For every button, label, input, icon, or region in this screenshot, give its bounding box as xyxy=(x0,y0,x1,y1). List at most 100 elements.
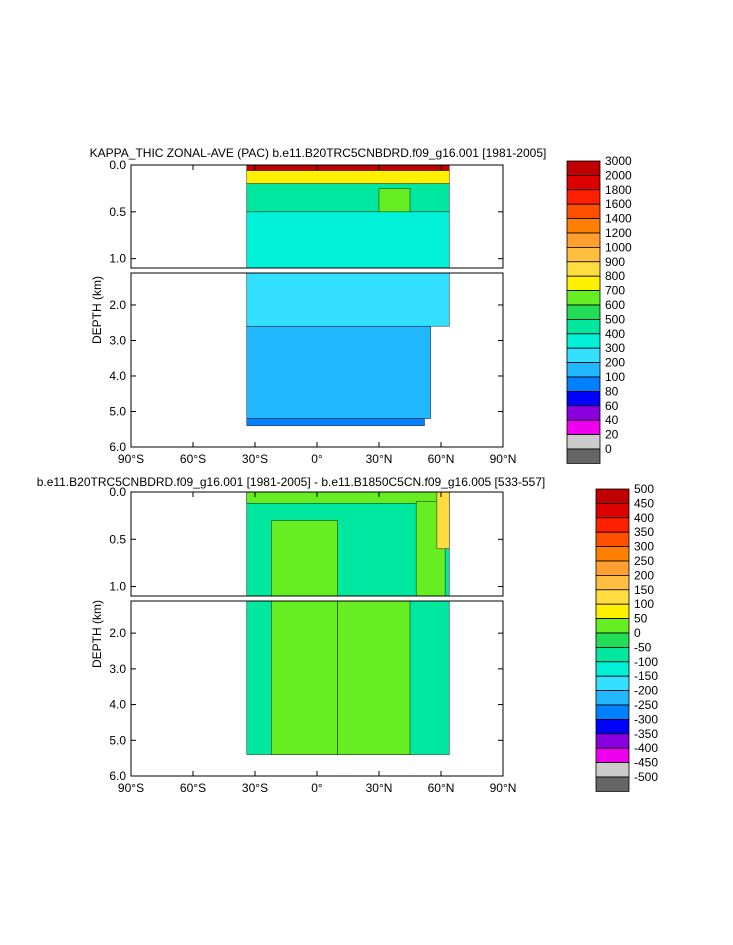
colorbar-label: 800 xyxy=(605,269,625,283)
colorbar-label: 1400 xyxy=(605,212,632,226)
x-tick-label: 60°S xyxy=(180,452,206,466)
colorbar-label: 2000 xyxy=(605,168,632,182)
colorbar-swatch xyxy=(566,275,601,292)
x-tick-label: 30°N xyxy=(366,452,393,466)
colorbar-swatch xyxy=(566,347,601,364)
colorbar-swatch xyxy=(566,189,601,205)
colorbar-label: 40 xyxy=(605,413,619,427)
contour-region xyxy=(271,601,338,755)
y-tick-label: 1.0 xyxy=(109,252,126,266)
colorbar-swatch xyxy=(566,390,601,407)
colorbar-swatch xyxy=(595,589,630,605)
colorbar-swatch xyxy=(566,318,601,335)
contour-region xyxy=(246,418,425,426)
y-tick-label: 1.0 xyxy=(109,580,126,594)
y-tick-label: 6.0 xyxy=(109,440,126,454)
colorbar-swatch xyxy=(595,517,630,533)
colorbar-label: 0 xyxy=(634,626,641,640)
upper-panel: 0.0 0.5 1.0 xyxy=(109,485,504,597)
y-tick-label: 4.0 xyxy=(109,698,126,712)
x-tick-label: 90°N xyxy=(490,781,517,795)
colorbar-swatch xyxy=(595,747,630,764)
panel-fill xyxy=(246,492,450,596)
colorbar-label: 600 xyxy=(605,298,625,312)
lower-panel: 2.0 3.0 4.0 5.0 6.0 xyxy=(109,272,504,454)
colorbar-swatch xyxy=(566,405,601,421)
y-axis-label: DEPTH (km) xyxy=(90,276,104,344)
y-tick-label: 0.0 xyxy=(109,158,126,172)
colorbar-label: 1600 xyxy=(605,197,632,211)
y-tick-label: 5.0 xyxy=(109,733,126,747)
colorbar-label: 900 xyxy=(605,255,625,269)
contour-region xyxy=(246,183,450,213)
lower-panel: 2.0 3.0 4.0 5.0 6.0 xyxy=(109,600,504,783)
chart-kappa-thic: KAPPA_THIC ZONAL-AVE (PAC) b.e11.B20TRC5… xyxy=(90,146,632,466)
chart-title: b.e11.B20TRC5CNBDRD.f09_g16.001 [1981-20… xyxy=(37,475,546,489)
colorbar-swatch xyxy=(566,232,601,248)
x-tick-label: 90°N xyxy=(490,452,517,466)
panel-fill xyxy=(246,601,450,755)
y-tick-label: 2.0 xyxy=(109,626,126,640)
colorbar-label: 100 xyxy=(605,370,625,384)
colorbar-label: 1200 xyxy=(605,226,632,240)
colorbar-swatch xyxy=(595,531,630,548)
colorbar-label: 300 xyxy=(634,540,654,554)
colorbar-swatch xyxy=(595,575,630,591)
colorbar-label: 1800 xyxy=(605,183,632,197)
colorbar-swatch xyxy=(595,704,630,720)
y-tick-label: 5.0 xyxy=(109,404,126,418)
colorbar-swatch xyxy=(595,762,630,778)
x-tick-label: 0° xyxy=(311,781,323,795)
x-tick-label: 90°S xyxy=(118,781,144,795)
y-tick-label: 0.0 xyxy=(109,485,126,499)
colorbar-swatch xyxy=(566,174,601,191)
colorbar-swatch xyxy=(566,333,601,349)
colorbar-swatch xyxy=(566,218,601,234)
colorbar-swatch xyxy=(566,448,601,464)
colorbar-swatch xyxy=(566,203,601,219)
contour-region xyxy=(246,273,450,327)
x-axis-ticks: 90°S 60°S 30°S 0° 30°N 60°N 90°N xyxy=(118,165,516,466)
upper-panel: 0.0 0.5 1.0 xyxy=(109,158,504,269)
colorbar-swatch xyxy=(566,376,601,392)
colorbar-label: -350 xyxy=(634,727,658,741)
colorbar-label: -450 xyxy=(634,756,658,770)
colorbar-swatch xyxy=(566,434,601,450)
colorbar-swatch xyxy=(595,618,630,634)
colorbar-label: 400 xyxy=(605,327,625,341)
colorbar-label: 150 xyxy=(634,583,654,597)
colorbar-label: -100 xyxy=(634,655,658,669)
x-tick-label: 90°S xyxy=(118,452,144,466)
contour-region xyxy=(337,601,411,755)
colorbar-swatch xyxy=(595,690,630,706)
y-tick-label: 0.5 xyxy=(109,532,126,546)
colorbar-label: 400 xyxy=(634,511,654,525)
colorbar-swatch xyxy=(595,502,630,519)
x-tick-label: 60°S xyxy=(180,781,206,795)
colorbar-swatch xyxy=(566,160,601,176)
contour-region xyxy=(271,520,338,596)
colorbar-label: -500 xyxy=(634,770,658,784)
contour-region xyxy=(436,492,450,550)
colorbar-label: -50 xyxy=(634,640,652,654)
colorbar-swatch xyxy=(566,246,601,263)
x-axis-ticks: 90°S 60°S 30°S 0° 30°N 60°N 90°N xyxy=(118,492,516,795)
colorbar-swatch xyxy=(566,261,601,277)
chart-difference: b.e11.B20TRC5CNBDRD.f09_g16.001 [1981-20… xyxy=(37,475,659,795)
colorbar-swatch xyxy=(595,661,630,677)
contour-region xyxy=(246,325,431,419)
chart-title: KAPPA_THIC ZONAL-AVE (PAC) b.e11.B20TRC5… xyxy=(90,146,547,160)
colorbar-label: 450 xyxy=(634,496,654,510)
colorbar-label: 300 xyxy=(605,341,625,355)
colorbar-swatch xyxy=(595,632,630,648)
x-tick-label: 60°N xyxy=(428,452,455,466)
colorbar-swatch xyxy=(595,603,630,620)
colorbar-label: 20 xyxy=(605,428,619,442)
contour-region xyxy=(246,170,450,185)
colorbar-swatch xyxy=(595,675,630,692)
contour-region xyxy=(246,211,450,268)
colorbar-label: 350 xyxy=(634,525,654,539)
colorbar-label: 80 xyxy=(605,384,619,398)
y-tick-label: 2.0 xyxy=(109,298,126,312)
